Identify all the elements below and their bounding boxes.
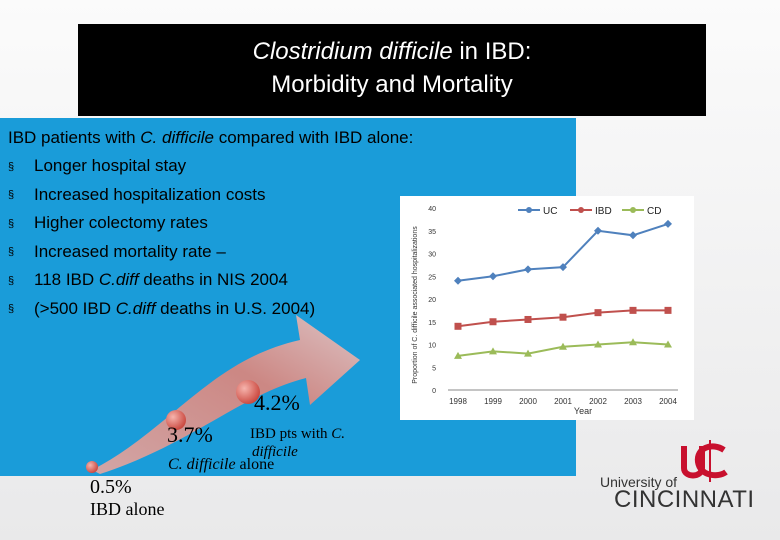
y-tick-label: 15 <box>428 320 436 327</box>
data-point <box>524 315 532 323</box>
x-tick-label: 2000 <box>519 397 537 406</box>
data-point <box>489 272 497 281</box>
data-point <box>489 318 497 326</box>
x-tick-label: 1999 <box>484 397 502 406</box>
legend-label: IBD <box>595 206 612 217</box>
data-point <box>559 313 567 321</box>
bullet-marker: § <box>8 246 15 259</box>
legend-label: UC <box>543 206 557 217</box>
legend-marker <box>630 207 636 213</box>
data-point <box>664 340 672 348</box>
y-tick-label: 30 <box>428 252 436 259</box>
label-ibd-alone: IBD alone <box>90 499 165 519</box>
data-point <box>559 342 567 350</box>
dot-c-difficile <box>166 410 186 430</box>
data-point <box>664 306 672 314</box>
data-point <box>594 226 602 235</box>
dot-ibd-alone <box>86 461 98 473</box>
bullet-item: § Increased hospitalization costs <box>8 181 413 210</box>
x-tick-label: 2003 <box>624 397 642 406</box>
bullet-marker: § <box>8 217 15 230</box>
bullet-marker: § <box>8 303 15 316</box>
bullet-list: IBD patients with C. difficile compared … <box>8 124 413 323</box>
chart-svg: 0 5 10 15 20 25 30 35 40 1998 1999 2000 2001 2002 2003… <box>412 206 678 416</box>
data-point <box>489 347 497 355</box>
dot-ibd-pts <box>236 380 260 404</box>
label-ibd-pts-continued: difficile <box>252 444 298 460</box>
y-tick-label: 35 <box>428 229 436 236</box>
legend-label: CD <box>647 206 661 217</box>
line-chart: 0 5 10 15 20 25 30 35 40 1998 1999 2000 2001 2002 2003… <box>400 196 694 420</box>
x-tick-label: 2004 <box>659 397 677 406</box>
slide-title: Clostridium difficile in IBD: Morbidity … <box>78 24 706 116</box>
logo-line-1: University of <box>600 474 678 490</box>
data-point <box>594 309 602 317</box>
bullet-item: § (>500 IBD C.diff deaths in U.S. 2004) <box>8 295 413 324</box>
data-point <box>664 219 672 228</box>
bullet-item: § Increased mortality rate – <box>8 238 413 267</box>
data-point <box>629 338 637 346</box>
label-ibd-pts: IBD pts with C. <box>250 426 346 442</box>
pct-ibd-pts: 4.2% <box>254 390 300 415</box>
y-tick-label: 10 <box>428 343 436 350</box>
curved-arrow <box>92 315 360 474</box>
data-point <box>559 263 567 272</box>
y-tick-label: 0 <box>432 388 436 395</box>
data-point <box>629 306 637 314</box>
bullet-item: § 118 IBD C.diff deaths in NIS 2004 <box>8 266 413 295</box>
y-tick-label: 5 <box>432 365 436 372</box>
data-point <box>454 322 462 330</box>
title-line-2: Morbidity and Mortality <box>271 71 513 98</box>
pct-c-difficile: 3.7% <box>167 422 213 447</box>
uc-monogram-icon <box>681 440 728 482</box>
data-point <box>524 265 532 274</box>
y-tick-label: 20 <box>428 297 436 304</box>
y-tick-label: 25 <box>428 274 436 281</box>
x-axis-label: Year <box>574 406 592 416</box>
series-line-uc <box>457 222 669 282</box>
x-tick-label: 2002 <box>589 397 607 406</box>
title-italic-part: Clostridium difficile <box>252 38 453 65</box>
x-tick-label: 1998 <box>449 397 467 406</box>
title-rest: in IBD: <box>452 38 532 65</box>
data-point <box>594 340 602 348</box>
data-point <box>454 276 462 285</box>
bullet-marker: § <box>8 160 15 173</box>
legend-marker <box>526 207 532 213</box>
bullet-intro: IBD patients with C. difficile compared … <box>8 128 414 147</box>
bullet-item: § Longer hospital stay <box>8 152 413 181</box>
x-tick-label: 2001 <box>554 397 572 406</box>
y-tick-label: 40 <box>428 206 436 213</box>
data-point <box>629 231 637 240</box>
bullet-marker: § <box>8 274 15 287</box>
data-point <box>454 351 462 359</box>
bullet-marker: § <box>8 189 15 202</box>
legend-marker <box>578 207 584 213</box>
logo-line-2: CINCINNATI <box>614 486 755 513</box>
y-axis-label: Proportion of C. difficile associated ho… <box>412 226 419 384</box>
bullet-item: § Higher colectomy rates <box>8 209 413 238</box>
university-logo: University of CINCINNATI <box>590 440 770 522</box>
data-point <box>524 349 532 357</box>
pct-ibd-alone: 0.5% <box>90 476 132 498</box>
label-c-difficile: C. difficile alone <box>168 456 275 473</box>
